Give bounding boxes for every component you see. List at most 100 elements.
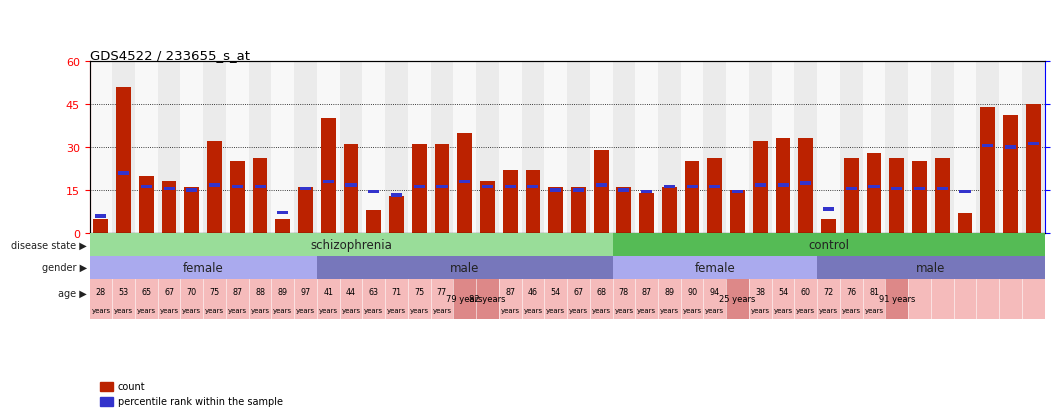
- Bar: [817, 279, 840, 319]
- Bar: [408, 62, 431, 233]
- Text: years: years: [92, 307, 111, 313]
- Bar: [1026, 105, 1040, 233]
- Bar: [749, 279, 772, 319]
- Bar: [891, 187, 902, 190]
- Bar: [1021, 62, 1045, 233]
- Bar: [862, 62, 886, 233]
- Text: schizophrenia: schizophrenia: [310, 238, 392, 252]
- Bar: [322, 180, 334, 184]
- Bar: [869, 185, 879, 189]
- Bar: [408, 279, 431, 319]
- Text: years: years: [682, 307, 701, 313]
- Bar: [135, 279, 158, 319]
- Bar: [613, 256, 817, 279]
- Bar: [504, 185, 516, 189]
- Bar: [436, 185, 448, 189]
- Bar: [817, 256, 1045, 279]
- Bar: [658, 62, 680, 233]
- Text: percentile rank within the sample: percentile rank within the sample: [118, 396, 283, 406]
- Text: years: years: [523, 307, 542, 313]
- Bar: [567, 279, 590, 319]
- Text: gender ▶: gender ▶: [42, 263, 86, 273]
- Text: years: years: [660, 307, 679, 313]
- Text: 41: 41: [323, 287, 333, 297]
- Text: 67: 67: [164, 287, 174, 297]
- Bar: [158, 62, 180, 233]
- Bar: [321, 119, 336, 233]
- Text: 38: 38: [755, 287, 766, 297]
- Bar: [890, 159, 905, 233]
- Bar: [343, 145, 358, 233]
- Bar: [777, 184, 789, 187]
- Bar: [230, 162, 244, 233]
- Bar: [180, 62, 203, 233]
- Bar: [118, 172, 130, 175]
- Bar: [862, 279, 886, 319]
- Bar: [186, 189, 197, 192]
- Text: 87: 87: [233, 287, 242, 297]
- Bar: [141, 185, 152, 189]
- Bar: [571, 188, 585, 233]
- Bar: [414, 185, 424, 189]
- Text: 75: 75: [210, 287, 220, 297]
- Bar: [710, 185, 720, 189]
- Text: 89: 89: [664, 287, 674, 297]
- Text: years: years: [251, 307, 270, 313]
- Bar: [162, 182, 177, 233]
- Text: 77: 77: [437, 287, 448, 297]
- Bar: [662, 188, 677, 233]
- Text: control: control: [808, 238, 849, 252]
- Bar: [90, 233, 613, 256]
- Bar: [616, 188, 632, 233]
- Bar: [703, 279, 727, 319]
- Text: 70: 70: [186, 287, 197, 297]
- Text: 65: 65: [141, 287, 152, 297]
- Bar: [249, 62, 272, 233]
- Bar: [639, 193, 654, 233]
- Bar: [823, 208, 834, 211]
- Bar: [459, 180, 471, 184]
- Bar: [294, 62, 317, 233]
- Bar: [139, 176, 154, 233]
- Bar: [476, 62, 499, 233]
- Bar: [476, 279, 499, 319]
- Text: GDS4522 / 233655_s_at: GDS4522 / 233655_s_at: [90, 49, 250, 62]
- Text: 60: 60: [801, 287, 811, 297]
- Bar: [180, 279, 203, 319]
- Bar: [999, 62, 1021, 233]
- Bar: [772, 62, 794, 233]
- Bar: [730, 190, 744, 233]
- Text: years: years: [637, 307, 656, 313]
- Bar: [317, 62, 340, 233]
- Text: 54: 54: [778, 287, 788, 297]
- Bar: [298, 188, 313, 233]
- Bar: [90, 256, 317, 279]
- Bar: [1028, 142, 1038, 146]
- Bar: [340, 62, 362, 233]
- Bar: [1004, 116, 1018, 233]
- Bar: [317, 256, 613, 279]
- Bar: [843, 159, 858, 233]
- Bar: [366, 211, 381, 233]
- Bar: [90, 279, 113, 319]
- Text: years: years: [205, 307, 224, 313]
- Text: 94: 94: [710, 287, 720, 297]
- Bar: [528, 185, 538, 189]
- Bar: [369, 190, 379, 194]
- Text: years: years: [227, 307, 246, 313]
- Bar: [794, 62, 817, 233]
- Bar: [590, 62, 613, 233]
- Bar: [113, 279, 135, 319]
- Text: 28: 28: [96, 287, 106, 297]
- Bar: [232, 185, 243, 189]
- Bar: [912, 162, 927, 233]
- Bar: [454, 279, 476, 319]
- Bar: [272, 62, 294, 233]
- Text: years: years: [819, 307, 838, 313]
- Text: 53: 53: [119, 287, 128, 297]
- Bar: [203, 62, 226, 233]
- Text: 76: 76: [847, 287, 856, 297]
- Bar: [385, 62, 408, 233]
- Text: male: male: [916, 261, 946, 274]
- Bar: [116, 88, 131, 233]
